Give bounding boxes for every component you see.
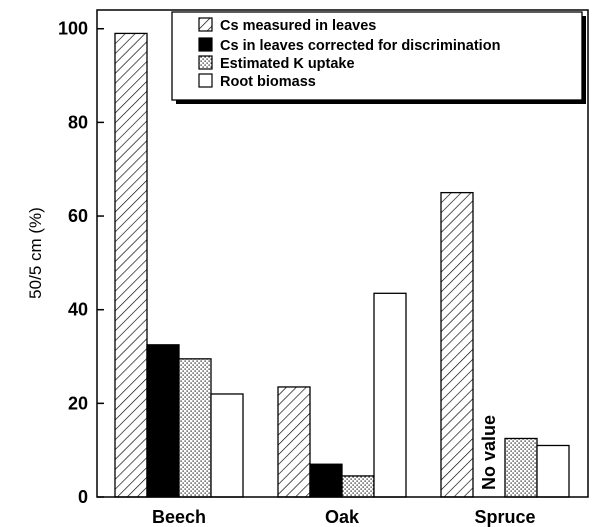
y-tick-label-100: 100 bbox=[58, 19, 88, 39]
bar-oak-cs-in-leaves-corrected-for-discrimination bbox=[309, 463, 343, 498]
y-tick-label-60: 60 bbox=[68, 206, 88, 226]
bar-beech-estimated-k-uptake bbox=[178, 358, 212, 498]
bar-beech-root-biomass bbox=[210, 393, 244, 498]
y-tick-label-80: 80 bbox=[68, 112, 88, 132]
legend-swatch-cs-in-leaves-corrected-for-discrimination bbox=[198, 37, 213, 52]
x-axis-labels: Beech Oak Spruce bbox=[152, 507, 536, 527]
legend-box bbox=[171, 11, 583, 101]
legend-swatch-estimated-k-uptake bbox=[198, 55, 213, 70]
y-axis-label: 50/5 cm (%) bbox=[26, 207, 45, 299]
bar-oak-cs-measured-in-leaves bbox=[277, 386, 311, 498]
y-tick-label-0: 0 bbox=[78, 487, 88, 507]
annotations: No value bbox=[479, 415, 499, 490]
y-tick-label-20: 20 bbox=[68, 393, 88, 413]
legend-swatch-root-biomass bbox=[198, 73, 213, 88]
annotation-no-value: No value bbox=[479, 415, 499, 490]
x-tick-label-oak: Oak bbox=[325, 507, 360, 527]
x-tick-label-beech: Beech bbox=[152, 507, 206, 527]
legend-label-root-biomass: Root biomass bbox=[220, 74, 316, 90]
bar-oak-estimated-k-uptake bbox=[341, 475, 375, 498]
legend-label-cs-in-leaves-corrected-for-discrimination: Cs in leaves corrected for discriminatio… bbox=[220, 38, 500, 54]
bars-group bbox=[114, 32, 570, 498]
x-tick-label-spruce: Spruce bbox=[474, 507, 535, 527]
bar-oak-root-biomass bbox=[373, 292, 407, 498]
y-axis-ticks: 0 20 40 60 80 100 bbox=[58, 19, 104, 507]
legend-label-cs-measured-in-leaves: Cs measured in leaves bbox=[220, 18, 376, 34]
legend-label-estimated-k-uptake: Estimated K uptake bbox=[220, 56, 355, 72]
bar-beech-cs-measured-in-leaves bbox=[114, 32, 148, 498]
bar-spruce-root-biomass bbox=[536, 444, 570, 498]
bar-spruce-cs-measured-in-leaves bbox=[440, 191, 474, 498]
legend: Cs measured in leaves Cs in leaves correc… bbox=[171, 11, 586, 104]
legend-swatch-cs-measured-in-leaves bbox=[198, 17, 213, 32]
plot-frame bbox=[96, 9, 589, 498]
y-tick-label-40: 40 bbox=[68, 300, 88, 320]
bar-spruce-estimated-k-uptake bbox=[504, 437, 538, 498]
bar-beech-cs-in-leaves-corrected-for-discrimination bbox=[146, 344, 180, 498]
